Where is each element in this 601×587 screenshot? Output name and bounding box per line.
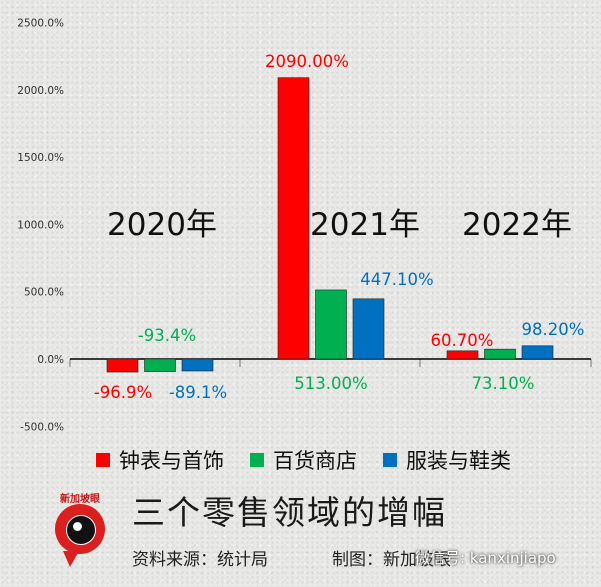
bar-钟表与首饰-2020年 (106, 358, 139, 373)
bar-钟表与首饰-2022年 (446, 350, 479, 360)
bar-服装与鞋类-2022年 (521, 345, 554, 360)
data-label: 447.10% (360, 270, 433, 289)
category-labels: 2020年 2021年 2022年 (107, 207, 572, 243)
data-label: 2090.00% (265, 52, 349, 71)
brand-logo: 新加坡眼 (46, 490, 114, 570)
brand-name: 新加坡眼 (60, 494, 100, 505)
bar-服装与鞋类-2021年 (352, 298, 385, 360)
category-label: 2020年 (107, 207, 217, 243)
bar-钟表与首饰-2021年 (277, 77, 310, 360)
legend-label: 服装与鞋类 (406, 449, 511, 473)
data-label: -93.4% (138, 326, 196, 345)
camera-lens-icon (55, 504, 105, 567)
y-tick-label: -500.0% (20, 421, 64, 433)
y-tick-label: 1000.0% (17, 219, 64, 231)
legend-label: 钟表与首饰 (119, 449, 224, 473)
category-label: 2021年 (310, 207, 420, 243)
bar-百货商店-2020年 (144, 358, 176, 372)
category-dividers (69, 359, 592, 367)
bar-chart: -500.0% 0.0% 500.0% 1000.0% 1500.0% 2000.0% 25… (17, 18, 592, 434)
data-source: 资料来源：统计局 (132, 550, 268, 570)
data-labels: -96.9% 2090.00% 60.70% -93.4% 513.00% 73.10% -… (94, 52, 585, 402)
legend-swatch-red (96, 453, 110, 467)
category-label: 2022年 (462, 207, 572, 243)
data-label: 60.70% (431, 331, 494, 350)
chart-caption-title: 三个零售领域的增幅 (132, 493, 447, 532)
data-label: 513.00% (294, 374, 367, 393)
bar-百货商店-2021年 (315, 289, 347, 360)
bars (106, 77, 554, 373)
chart-credit: 制图：新加坡眼 (332, 550, 451, 570)
legend-swatch-green (250, 453, 264, 467)
legend-label: 百货商店 (273, 449, 357, 473)
y-tick-label: 0.0% (37, 354, 64, 366)
data-label: -89.1% (169, 383, 227, 402)
bar-服装与鞋类-2020年 (181, 358, 214, 372)
y-tick-label: 500.0% (24, 287, 64, 299)
legend-item-watches-jewelry: 钟表与首饰 (96, 445, 224, 475)
legend-swatch-blue (383, 453, 397, 467)
wechat-watermark: 微信号: kanxinjiapo (415, 549, 556, 567)
data-label: 73.10% (472, 374, 535, 393)
y-tick-label: 2000.0% (17, 85, 64, 97)
data-label: 98.20% (522, 320, 585, 339)
legend-item-department-stores: 百货商店 (250, 445, 357, 475)
bar-百货商店-2022年 (484, 348, 516, 360)
data-label: -96.9% (94, 383, 152, 402)
legend-item-apparel-footwear: 服装与鞋类 (383, 445, 511, 475)
y-tick-label: 1500.0% (17, 152, 64, 164)
y-tick-label: 2500.0% (17, 18, 64, 30)
y-axis: -500.0% 0.0% 500.0% 1000.0% 1500.0% 2000.0% 25… (17, 18, 64, 434)
legend: 钟表与首饰 百货商店 服装与鞋类 (96, 445, 511, 475)
